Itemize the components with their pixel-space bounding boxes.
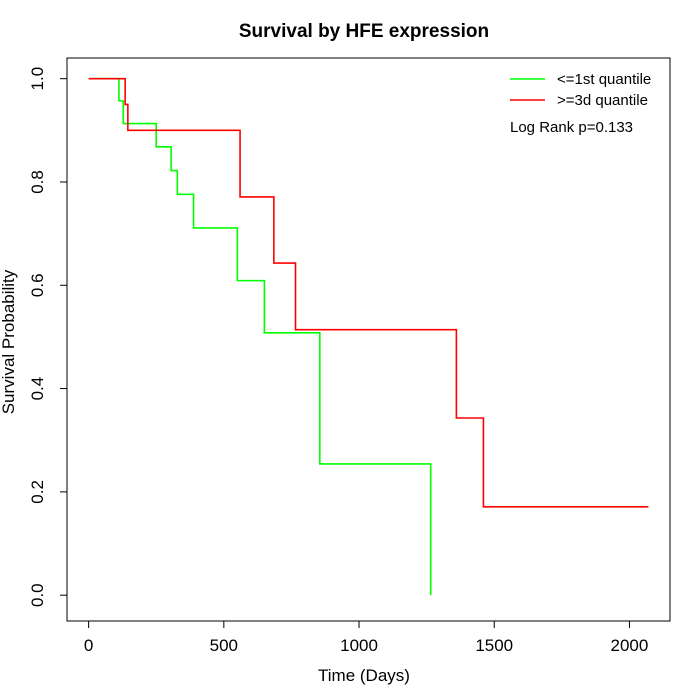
plot-frame xyxy=(66,57,671,622)
y-tick-label: 0.6 xyxy=(28,273,47,297)
survival-curve-series-1 xyxy=(88,77,432,596)
y-tick-label: 0.2 xyxy=(28,480,47,504)
legend: <=1st quantile >=3d quantile xyxy=(510,71,651,109)
y-tick-label: 0.4 xyxy=(28,377,47,401)
y-tick-label: 1.0 xyxy=(28,67,47,91)
x-tick-label: 2000 xyxy=(611,636,649,655)
series-layer xyxy=(88,77,649,596)
survival-curve-series-2 xyxy=(88,77,649,508)
x-tick-label: 1500 xyxy=(475,636,513,655)
x-tick-label: 1000 xyxy=(340,636,378,655)
chart-title: Survival by HFE expression xyxy=(239,21,489,42)
x-tick-label: 500 xyxy=(210,636,238,655)
x-axis: 0 500 1000 1500 2000 xyxy=(84,620,649,655)
y-axis: 0.0 0.2 0.4 0.6 0.8 1.0 xyxy=(28,67,68,607)
legend-label-series-1: <=1st quantile xyxy=(557,71,651,88)
legend-label-series-2: >=3d quantile xyxy=(557,92,648,109)
log-rank-annotation: Log Rank p=0.133 xyxy=(510,119,633,136)
y-tick-label: 0.0 xyxy=(28,583,47,607)
y-axis-label: Survival Probability xyxy=(0,269,18,414)
x-axis-label: Time (Days) xyxy=(318,666,410,685)
x-tick-label: 0 xyxy=(84,636,93,655)
y-tick-label: 0.8 xyxy=(28,170,47,194)
